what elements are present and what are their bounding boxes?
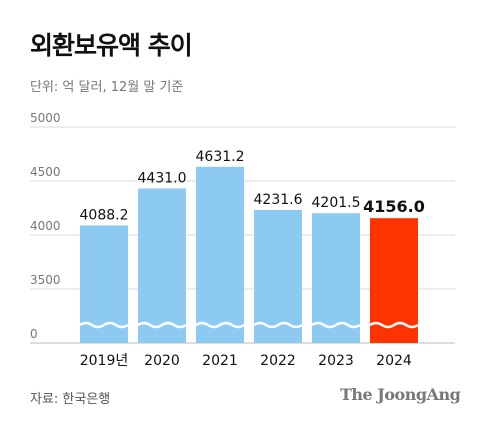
axis-break-mark xyxy=(79,321,129,329)
value-label: 4631.2 xyxy=(196,149,245,165)
chart-title: 외환보유액 추이 xyxy=(30,31,193,60)
axis-break-mark xyxy=(369,321,419,329)
bar xyxy=(196,166,244,343)
value-label: 4156.0 xyxy=(363,197,425,216)
axis-break-mark xyxy=(137,321,187,329)
y-tick-label: 0 xyxy=(30,327,38,341)
axis-break-mark xyxy=(195,321,245,329)
category-label: 2019년 xyxy=(80,353,129,369)
value-label: 4201.5 xyxy=(312,195,361,211)
value-label: 4088.2 xyxy=(80,207,129,223)
category-label: 2023 xyxy=(318,353,354,369)
category-label: 2024 xyxy=(376,353,412,369)
value-label: 4231.6 xyxy=(254,192,303,208)
y-tick-label: 4000 xyxy=(30,219,61,233)
bar xyxy=(312,213,360,343)
y-tick-label: 4500 xyxy=(30,165,61,179)
value-label: 4431.0 xyxy=(138,170,187,186)
category-label: 2022 xyxy=(260,353,296,369)
axis-break-mark xyxy=(311,321,361,329)
bar xyxy=(138,188,186,343)
y-tick-label: 5000 xyxy=(30,111,61,125)
category-label: 2020 xyxy=(144,353,180,369)
axis-break-mark xyxy=(253,321,303,329)
unit-note: 단위: 억 달러, 12월 말 기준 xyxy=(30,80,184,95)
y-tick-label: 3500 xyxy=(30,273,61,287)
brand-logo: The JoongAng xyxy=(340,385,461,404)
bar xyxy=(254,209,302,343)
source-note: 자료: 한국은행 xyxy=(30,392,111,407)
category-label: 2021 xyxy=(202,353,238,369)
